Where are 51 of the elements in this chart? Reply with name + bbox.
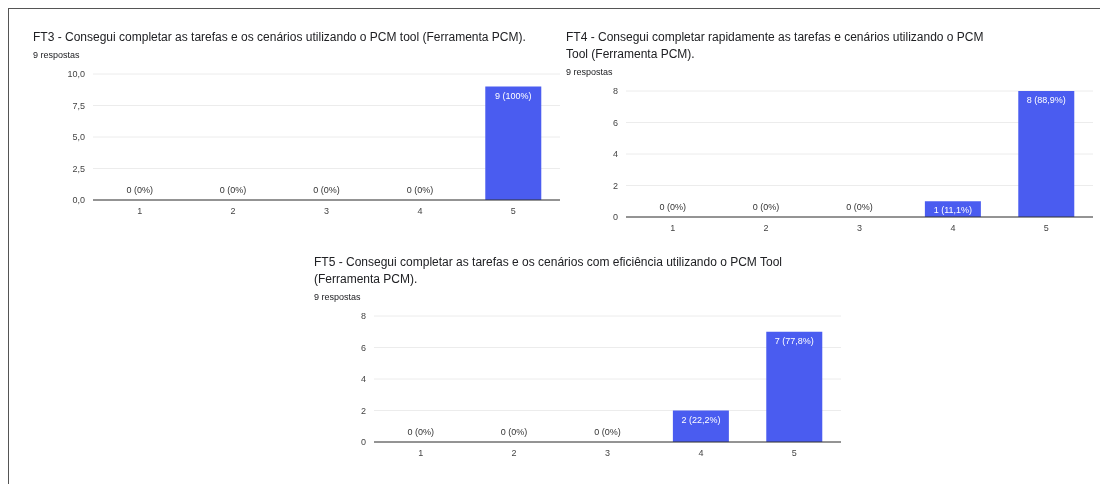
chart-title: FT5 - Consegui completar as tarefas e os cenários com eficiência utilizando o PCM Tool (Ferramenta PCM). xyxy=(314,254,783,288)
x-tick-label: 4 xyxy=(417,206,423,217)
y-tick-label: 0 xyxy=(612,212,618,223)
chart-subtitle: 9 respostas xyxy=(314,292,362,302)
y-tick-label: 7,5 xyxy=(72,100,85,111)
data-label: 1 (11,1%) xyxy=(933,205,973,216)
y-tick-label: 8 xyxy=(612,86,618,97)
chart-subtitle: 9 respostas xyxy=(33,50,80,60)
chart-title: FT4 - Consegui completar rapidamente as tarefas e cenários utilizando o PCM Tool (Ferramenta PCM). xyxy=(566,29,985,63)
chart-subtitle: 9 respostas xyxy=(566,67,614,77)
data-label: 2 (22,2%) xyxy=(681,414,721,425)
x-tick-label: 2 xyxy=(511,448,517,459)
y-tick-label: 4 xyxy=(360,374,366,385)
data-label: 0 (0%) xyxy=(407,427,434,437)
x-tick-label: 2 xyxy=(230,206,236,217)
x-tick-label: 4 xyxy=(698,448,704,459)
y-tick-label: 6 xyxy=(360,342,366,353)
chart-title: FT3 - Consegui completar as tarefas e os cenários utilizando o PCM tool (Ferramenta PCM). xyxy=(33,29,527,46)
x-tick-label: 3 xyxy=(856,223,863,234)
data-label: 0 (0%) xyxy=(846,202,873,212)
y-tick-label: 10,0 xyxy=(67,69,85,80)
data-label: 0 (0%) xyxy=(313,185,340,195)
x-tick-label: 2 xyxy=(763,223,769,234)
data-label: 9 (100%) xyxy=(495,90,532,101)
data-label: 0 (0%) xyxy=(659,202,686,212)
x-tick-label: 5 xyxy=(510,206,516,217)
x-tick-label: 1 xyxy=(137,206,143,217)
data-label: 0 (0%) xyxy=(406,185,434,195)
data-label: 0 (0%) xyxy=(126,185,153,195)
y-tick-label: 6 xyxy=(612,117,618,128)
data-label: 0 (0%) xyxy=(219,185,247,195)
y-tick-label: 0,0 xyxy=(72,195,85,206)
x-tick-label: 3 xyxy=(323,206,330,217)
data-label: 8 (88,9%) xyxy=(1026,95,1066,105)
data-label: 0 (0%) xyxy=(752,202,780,212)
x-tick-label: 4 xyxy=(950,223,956,234)
x-tick-label: 5 xyxy=(791,448,797,459)
x-tick-label: 3 xyxy=(604,448,611,459)
y-tick-label: 2,5 xyxy=(72,163,85,174)
y-tick-label: 4 xyxy=(612,149,618,160)
x-tick-label: 1 xyxy=(670,223,676,234)
data-label: 0 (0%) xyxy=(594,427,621,437)
y-tick-label: 8 xyxy=(360,311,366,322)
y-tick-label: 2 xyxy=(360,405,366,416)
y-tick-label: 5,0 xyxy=(72,132,85,143)
x-tick-label: 5 xyxy=(1043,223,1049,234)
y-tick-label: 0 xyxy=(360,437,366,448)
y-tick-label: 2 xyxy=(612,180,618,191)
x-tick-label: 1 xyxy=(418,448,424,459)
data-label: 7 (77,8%) xyxy=(774,335,814,346)
data-label: 0 (0%) xyxy=(500,427,528,437)
